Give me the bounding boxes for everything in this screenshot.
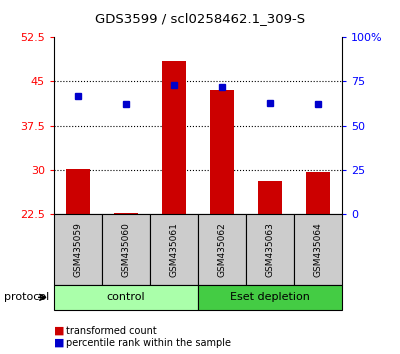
Bar [66,169,90,214]
Text: protocol: protocol [4,292,49,302]
Bar [210,90,234,214]
Text: ■: ■ [54,338,64,348]
Text: Eset depletion: Eset depletion [230,292,310,302]
Text: ■: ■ [54,326,64,336]
Text: percentile rank within the sample: percentile rank within the sample [66,338,231,348]
Text: GSM435061: GSM435061 [170,222,178,277]
Bar [162,61,186,214]
Bar [114,213,138,214]
Text: GSM435064: GSM435064 [314,222,322,277]
Text: GDS3599 / scl0258462.1_309-S: GDS3599 / scl0258462.1_309-S [95,12,305,25]
Text: GSM435059: GSM435059 [74,222,82,277]
Text: GSM435060: GSM435060 [122,222,130,277]
Text: GSM435062: GSM435062 [218,222,226,277]
Bar [258,181,282,214]
Bar [306,172,330,214]
Text: control: control [107,292,145,302]
Text: GSM435063: GSM435063 [266,222,274,277]
Text: transformed count: transformed count [66,326,157,336]
